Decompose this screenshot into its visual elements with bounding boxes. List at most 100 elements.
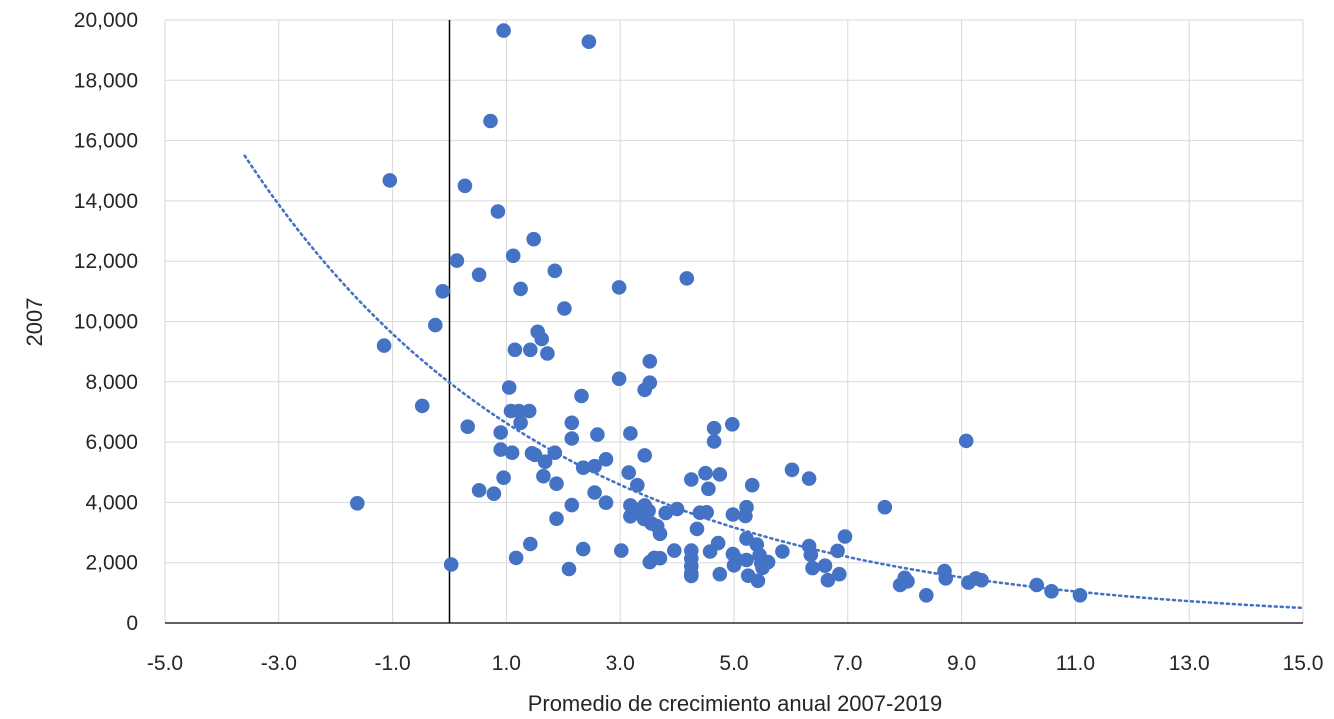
data-point xyxy=(575,541,591,557)
data-point xyxy=(471,483,487,498)
data-point xyxy=(547,445,563,461)
y-axis-title: 2007 xyxy=(22,298,47,347)
data-point xyxy=(549,476,564,492)
data-point xyxy=(449,253,465,268)
data-point xyxy=(1072,588,1088,603)
data-point xyxy=(504,445,520,461)
y-tick-label: 12,000 xyxy=(74,250,138,273)
x-tick-label: 1.0 xyxy=(492,652,521,675)
data-point xyxy=(679,271,695,286)
y-tick-label: 20,000 xyxy=(74,9,138,32)
data-point xyxy=(457,178,473,194)
data-point xyxy=(712,467,728,482)
data-point xyxy=(537,454,553,470)
data-point xyxy=(513,415,528,431)
data-point xyxy=(547,263,563,279)
gridlines xyxy=(164,19,1304,624)
data-point xyxy=(684,568,699,584)
data-point xyxy=(726,558,742,573)
y-tick-label: 0 xyxy=(126,612,138,635)
data-point xyxy=(958,433,974,449)
data-point xyxy=(837,529,853,544)
data-point xyxy=(501,380,517,395)
x-tick-label: 15.0 xyxy=(1283,652,1324,675)
data-point xyxy=(637,382,652,398)
data-point xyxy=(564,431,580,446)
x-tick-label: -1.0 xyxy=(375,652,411,675)
data-point xyxy=(564,497,580,513)
data-point xyxy=(652,526,668,542)
data-point xyxy=(505,248,521,264)
data-point xyxy=(561,561,577,577)
data-point xyxy=(725,417,740,432)
data-point xyxy=(523,342,538,358)
data-point xyxy=(587,458,602,474)
data-point xyxy=(496,470,511,486)
data-point xyxy=(630,477,645,493)
data-point xyxy=(637,448,652,463)
y-tick-label: 4,000 xyxy=(85,491,138,514)
data-point xyxy=(739,552,754,568)
data-point xyxy=(1044,584,1059,599)
data-point xyxy=(521,403,537,419)
data-point xyxy=(549,511,564,526)
data-point xyxy=(540,346,555,361)
data-point xyxy=(830,543,845,559)
data-point xyxy=(744,477,760,493)
x-tick-label: 13.0 xyxy=(1169,652,1210,675)
data-point xyxy=(706,420,722,436)
data-point xyxy=(493,425,509,440)
x-tick-label: 5.0 xyxy=(719,652,748,675)
tick-labels: 0 2,000 4,000 6,000 8,000 10,000 12,000 14,000 1… xyxy=(74,9,1324,675)
x-axis-title: Promedio de crecimiento anual 2007-2019 xyxy=(528,691,943,716)
y-tick-label: 18,000 xyxy=(74,69,138,92)
data-point xyxy=(755,560,770,576)
data-point xyxy=(803,547,819,563)
x-tick-label: 9.0 xyxy=(947,652,976,675)
data-point xyxy=(581,34,597,49)
data-point xyxy=(658,505,673,521)
data-point xyxy=(701,481,716,497)
data-point xyxy=(642,354,658,369)
data-point xyxy=(493,442,509,457)
data-point xyxy=(725,507,741,522)
data-point xyxy=(698,465,713,481)
data-point xyxy=(443,557,459,572)
y-tick-label: 2,000 xyxy=(85,552,138,575)
data-point xyxy=(684,472,699,487)
data-point xyxy=(471,267,487,283)
y-tick-label: 14,000 xyxy=(74,190,138,213)
data-point xyxy=(511,403,527,419)
trendline xyxy=(243,154,1305,610)
data-point xyxy=(435,284,451,299)
data-point xyxy=(460,419,476,435)
trendline-path xyxy=(243,154,1305,610)
data-point xyxy=(614,543,629,558)
data-point xyxy=(486,486,502,502)
data-point xyxy=(587,485,602,500)
data-point xyxy=(699,505,714,520)
data-point xyxy=(526,231,541,247)
x-tick-label: -3.0 xyxy=(261,652,297,675)
data-point xyxy=(805,560,820,576)
data-point xyxy=(938,571,953,586)
x-tick-label: 7.0 xyxy=(833,652,862,675)
data-point xyxy=(1029,577,1044,593)
data-point xyxy=(706,434,722,449)
data-point xyxy=(490,204,506,219)
data-point xyxy=(817,558,833,573)
data-point xyxy=(667,543,682,558)
data-point xyxy=(428,317,443,333)
x-tick-label: 11.0 xyxy=(1056,652,1095,675)
data-point xyxy=(832,566,847,582)
data-point xyxy=(738,508,753,524)
y-tick-label: 8,000 xyxy=(85,371,138,394)
data-point xyxy=(590,427,605,442)
data-point xyxy=(712,566,728,582)
data-point xyxy=(536,468,551,484)
x-tick-label: -5.0 xyxy=(147,652,183,675)
data-point xyxy=(382,173,398,188)
data-point xyxy=(801,471,817,486)
data-point xyxy=(621,465,636,480)
